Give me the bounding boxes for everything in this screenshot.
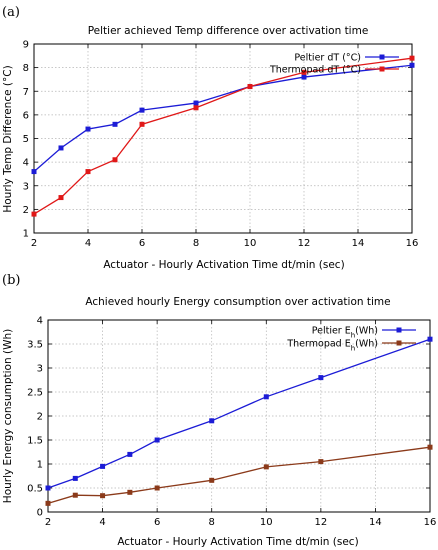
x-tick-label: 8 <box>209 517 215 528</box>
y-tick-label: 7 <box>23 87 29 98</box>
legend-entry: Peltier Eh(Wh) <box>312 326 378 340</box>
legend-entry: Thermopad Eh(Wh) <box>286 339 378 353</box>
data-point <box>193 105 199 111</box>
data-point <box>58 145 64 151</box>
x-tick-label: 14 <box>369 517 382 528</box>
data-point <box>209 477 215 483</box>
y-tick-label: 0 <box>37 508 43 519</box>
x-axis-label: Actuator - Hourly Activation Time dt/min… <box>103 259 344 271</box>
data-point <box>318 459 324 465</box>
data-point <box>45 485 51 491</box>
x-tick-label: 14 <box>352 238 365 249</box>
data-point <box>247 84 253 90</box>
x-tick-label: 10 <box>260 517 273 528</box>
chart-title: Achieved hourly Energy consumption over … <box>85 296 390 308</box>
data-point <box>301 69 307 75</box>
data-point <box>139 107 145 113</box>
chart-title: Peltier achieved Temp difference over ac… <box>88 25 369 37</box>
data-point <box>427 444 433 450</box>
x-tick-label: 12 <box>314 517 327 528</box>
data-point <box>85 169 91 175</box>
x-tick-label: 6 <box>139 238 145 249</box>
data-point <box>100 493 106 499</box>
data-point <box>193 100 199 106</box>
panel-label: (b) <box>2 273 20 288</box>
x-tick-label: 4 <box>99 517 105 528</box>
legend-entry: Thermopad dT (°C) <box>269 65 361 76</box>
legend-marker <box>379 66 385 72</box>
y-tick-label: 1 <box>37 460 43 471</box>
legend-marker <box>396 340 402 346</box>
y-tick-label: 0.5 <box>27 484 43 495</box>
series-line <box>33 57 413 215</box>
series-line <box>47 446 431 504</box>
y-tick-label: 4 <box>37 316 43 327</box>
panel-label: (a) <box>2 5 20 20</box>
data-point <box>318 375 324 381</box>
y-tick-label: 4 <box>23 158 29 169</box>
y-tick-label: 3 <box>37 364 43 375</box>
y-tick-label: 1 <box>23 229 29 240</box>
chart-b: (b) Achieved hourly Energy consumption o… <box>2 273 436 548</box>
x-tick-label: 2 <box>45 517 51 528</box>
data-point <box>85 126 91 132</box>
legend-marker <box>396 327 402 333</box>
x-tick-label: 4 <box>85 238 91 249</box>
y-tick-label: 5 <box>23 134 29 145</box>
data-point <box>139 121 145 127</box>
y-axis-label: Hourly Energy consumption (Wh) <box>2 329 14 503</box>
y-tick-label: 2 <box>37 412 43 423</box>
y-tick-label: 2 <box>23 205 29 216</box>
y-tick-label: 1.5 <box>27 436 43 447</box>
data-point <box>112 157 118 163</box>
data-point <box>112 121 118 127</box>
series-line <box>47 338 431 489</box>
data-point <box>154 485 160 491</box>
data-point <box>72 492 78 498</box>
data-point <box>72 475 78 481</box>
x-tick-label: 8 <box>193 238 199 249</box>
legend-marker <box>379 54 385 60</box>
x-tick-label: 10 <box>244 238 257 249</box>
x-tick-label: 2 <box>31 238 37 249</box>
y-tick-label: 9 <box>23 40 29 51</box>
data-point <box>127 489 133 495</box>
y-tick-label: 2.5 <box>27 388 43 399</box>
data-point <box>263 394 269 400</box>
x-tick-label: 6 <box>154 517 160 528</box>
y-tick-label: 8 <box>23 63 29 74</box>
data-point <box>31 211 37 217</box>
y-tick-label: 3.5 <box>27 340 43 351</box>
legend-entry: Peltier dT (°C) <box>294 53 361 64</box>
y-axis-label: Hourly Temp Difference (°C) <box>2 65 14 212</box>
data-point <box>263 464 269 470</box>
data-point <box>58 195 64 201</box>
x-axis-label: Actuator - Hourly Activation Time dt/min… <box>117 536 358 548</box>
data-point <box>154 437 160 443</box>
data-point <box>45 500 51 506</box>
data-point <box>409 62 415 68</box>
data-point <box>409 55 415 61</box>
data-point <box>301 74 307 80</box>
data-point <box>100 463 106 469</box>
x-tick-label: 16 <box>424 517 437 528</box>
x-tick-label: 16 <box>406 238 419 249</box>
series-line <box>33 64 413 173</box>
chart-a: (a) Peltier achieved Temp difference ove… <box>2 5 418 271</box>
data-point <box>209 418 215 424</box>
data-point <box>31 169 37 175</box>
data-point <box>427 336 433 342</box>
y-tick-label: 6 <box>23 110 29 121</box>
y-tick-label: 3 <box>23 181 29 192</box>
x-tick-label: 12 <box>298 238 311 249</box>
data-point <box>127 451 133 457</box>
